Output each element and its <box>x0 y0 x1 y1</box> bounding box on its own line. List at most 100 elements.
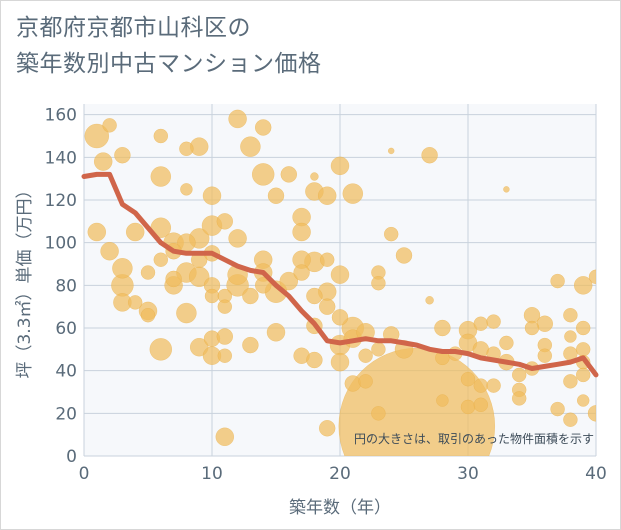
y-tick-label: 80 <box>55 276 77 296</box>
size-legend-note: 円の大きさは、取引のあった物件面積を示す <box>354 431 594 446</box>
data-bubble <box>254 119 272 136</box>
data-bubble <box>371 342 386 357</box>
data-bubble <box>486 378 501 393</box>
data-bubble <box>330 265 350 284</box>
x-axis-label: 築年数（年） <box>289 498 391 518</box>
data-bubble <box>564 330 577 343</box>
data-bubble <box>240 136 261 157</box>
y-tick-label: 60 <box>55 319 77 339</box>
data-bubble <box>499 335 514 351</box>
data-bubble <box>331 309 349 326</box>
data-bubble <box>318 298 336 315</box>
data-bubble <box>217 299 233 314</box>
data-bubble <box>84 123 110 149</box>
grid-lines <box>83 104 597 457</box>
data-bubble <box>587 405 596 422</box>
chart-title: 京都府京都市山科区の 築年数別中古マンション価格 <box>16 10 322 82</box>
x-tick-label: 10 <box>201 464 223 484</box>
data-bubble <box>319 252 335 267</box>
data-bubble <box>330 156 350 176</box>
data-bubble <box>550 273 565 289</box>
data-bubble <box>165 270 182 288</box>
data-bubble <box>153 252 169 267</box>
data-bubble <box>87 222 107 242</box>
data-bubble <box>153 128 169 144</box>
data-bubble <box>563 307 578 323</box>
y-axis-ticks: 0 20 40 60 80 100 120 140 160 <box>45 106 77 467</box>
data-bubble <box>114 146 131 164</box>
data-bubble <box>511 391 527 406</box>
data-bubble <box>358 374 373 389</box>
data-bubble <box>251 163 275 186</box>
data-bubble <box>371 275 386 291</box>
data-bubble <box>140 265 156 280</box>
data-bubble <box>573 276 593 295</box>
y-tick-label: 120 <box>45 191 77 211</box>
data-bubble <box>537 348 553 363</box>
data-bubble <box>93 152 113 171</box>
data-bubble <box>356 323 375 342</box>
data-bubble <box>127 295 143 310</box>
data-bubble <box>434 319 451 337</box>
data-bubble <box>371 406 386 421</box>
chart-title-line-1: 京都府京都市山科区の <box>16 15 251 41</box>
data-bubble <box>306 351 323 369</box>
data-bubble <box>473 397 489 413</box>
data-bubble <box>280 166 298 183</box>
data-bubble <box>436 394 449 407</box>
trend-line <box>81 171 599 378</box>
data-bubble <box>267 187 285 204</box>
data-bubble <box>425 296 434 305</box>
data-bubble <box>460 399 476 415</box>
data-bubble <box>473 316 489 331</box>
chart-title-line-2: 築年数別中古マンション価格 <box>16 51 322 77</box>
data-bubble <box>338 347 496 456</box>
data-bubble <box>176 302 197 324</box>
data-bubble <box>102 118 117 133</box>
data-bubble <box>266 323 286 342</box>
y-tick-label: 0 <box>66 447 77 467</box>
data-bubble <box>575 342 591 357</box>
data-bubble <box>503 186 510 193</box>
data-bubble <box>100 241 119 261</box>
data-bubble <box>460 371 476 387</box>
data-bubble <box>112 258 133 279</box>
data-bubble <box>550 401 565 417</box>
x-tick-label: 0 <box>79 464 90 484</box>
x-tick-label: 40 <box>585 464 607 484</box>
data-bubble <box>575 367 591 383</box>
data-bubble <box>358 348 373 363</box>
data-bubble <box>387 147 395 155</box>
data-bubble <box>228 109 247 129</box>
data-bubble <box>421 146 438 164</box>
data-bubble <box>179 141 194 157</box>
data-bubble <box>202 186 222 205</box>
x-tick-label: 20 <box>329 464 351 484</box>
data-bubble <box>395 247 413 264</box>
data-bubble <box>204 288 220 304</box>
data-bubble <box>318 420 336 437</box>
y-tick-label: 100 <box>45 234 77 254</box>
data-bubble <box>254 277 272 294</box>
data-bubble <box>330 352 350 372</box>
data-bubble <box>317 186 337 205</box>
data-bubble <box>576 394 590 407</box>
data-bubble <box>306 287 323 305</box>
data-bubble <box>279 271 299 291</box>
data-bubble <box>242 336 259 354</box>
data-bubble <box>383 226 399 242</box>
data-bubble <box>536 315 554 332</box>
data-bubble <box>563 374 578 389</box>
data-bubble <box>342 183 364 204</box>
x-tick-label: 30 <box>457 464 479 484</box>
data-bubble <box>125 222 145 242</box>
data-bubble <box>216 213 234 230</box>
data-bubble <box>344 375 362 392</box>
data-bubble <box>228 229 247 248</box>
y-tick-label: 140 <box>45 148 77 168</box>
data-bubble <box>242 287 259 305</box>
data-bubble <box>217 348 233 363</box>
y-axis-label: 坪（3.3㎡）単価（万円） <box>15 181 35 378</box>
data-bubble <box>524 320 540 336</box>
